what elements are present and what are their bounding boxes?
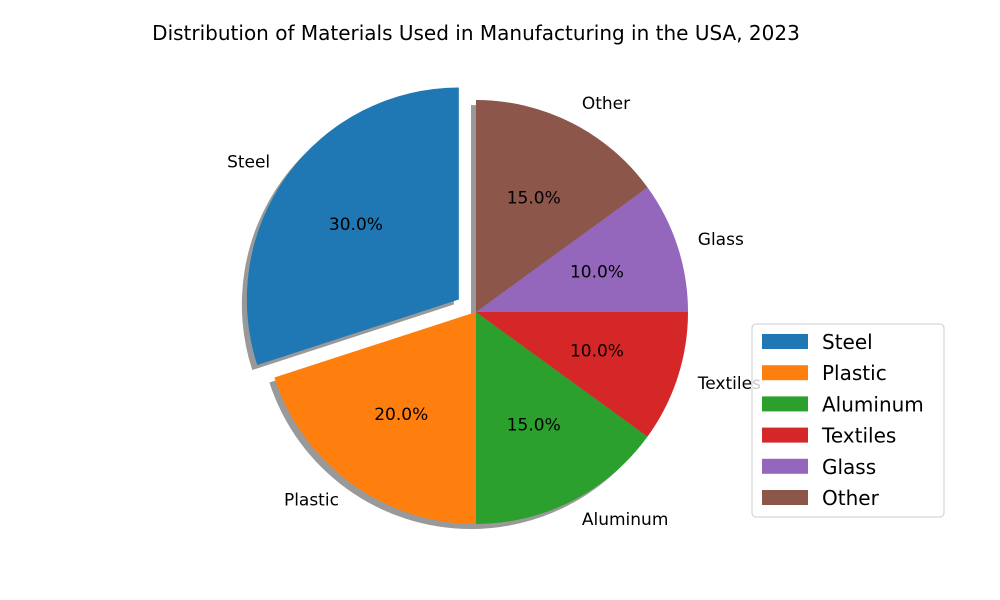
legend-swatch-aluminum <box>762 396 808 412</box>
pie-slice-glass <box>476 187 688 312</box>
percent-label-textiles: 10.0% <box>570 341 624 361</box>
legend-label-plastic: Plastic <box>822 361 887 385</box>
legend-swatch-steel <box>762 334 808 349</box>
percent-label-glass: 10.0% <box>570 263 624 283</box>
percent-label-plastic: 20.0% <box>374 405 428 425</box>
legend-swatch-plastic <box>762 365 808 381</box>
legend-swatch-glass <box>762 458 808 474</box>
legend-label-textiles: Textiles <box>821 424 896 448</box>
pie-slice-other <box>476 100 648 312</box>
pie-slices <box>246 87 688 524</box>
slice-label-glass: Glass <box>698 230 744 250</box>
percent-label-steel: 30.0% <box>329 215 383 235</box>
slice-label-plastic: Plastic <box>284 491 339 511</box>
legend-label-aluminum: Aluminum <box>822 392 924 416</box>
slice-label-steel: Steel <box>227 152 270 172</box>
legend-swatch-other <box>762 490 808 505</box>
percent-label-other: 15.0% <box>507 189 561 209</box>
percent-labels: 30.0% 20.0% 15.0% 10.0% 10.0% 15.0% <box>329 189 624 436</box>
pie-slice-textiles <box>476 312 688 437</box>
slice-label-other: Other <box>582 94 630 114</box>
pie-slice-aluminum <box>476 312 648 524</box>
slice-label-textiles: Textiles <box>697 374 761 394</box>
chart-title: Distribution of Materials Used in Manufa… <box>152 21 800 45</box>
legend-label-other: Other <box>822 486 880 510</box>
pie-slice-steel <box>246 87 459 366</box>
legend-label-glass: Glass <box>822 455 876 479</box>
legend-label-steel: Steel <box>822 330 873 354</box>
legend: Steel Plastic Aluminum Textiles Glass Other <box>751 323 945 518</box>
percent-label-aluminum: 15.0% <box>507 415 561 435</box>
pie-slice-plastic <box>274 312 476 524</box>
slice-labels: Steel Plastic Aluminum Textiles Glass Other <box>227 94 761 530</box>
slice-label-aluminum: Aluminum <box>582 510 669 530</box>
legend-swatch-textiles <box>762 427 808 443</box>
